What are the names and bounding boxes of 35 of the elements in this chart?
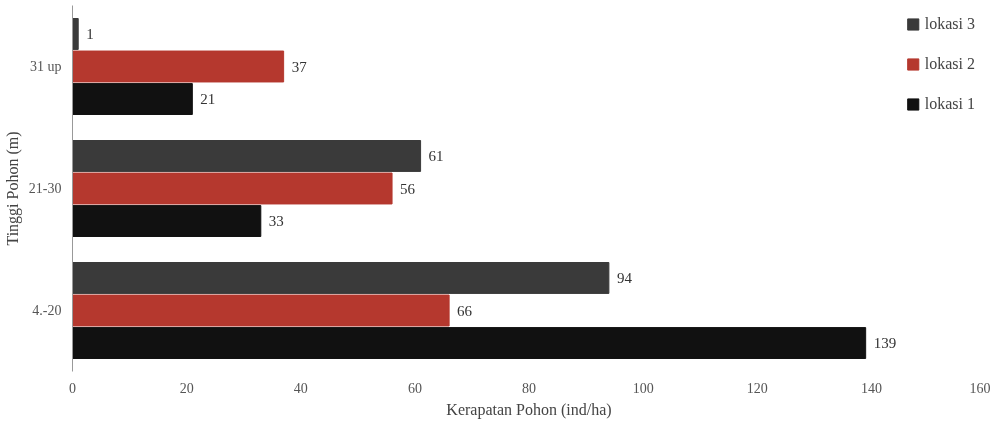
data-label: 37 <box>291 58 308 75</box>
bar <box>72 140 422 172</box>
bar <box>72 262 610 294</box>
bar <box>72 50 285 83</box>
y-tick-label: 31 up <box>30 59 62 74</box>
x-axis-title: Kerapatan Pohon (ind/ha) <box>446 400 612 419</box>
bar <box>72 327 867 359</box>
y-tick-label: 21-30 <box>28 181 62 196</box>
y-axis-title: Tinggi Pohon (m) <box>3 131 22 246</box>
bar <box>72 294 450 327</box>
bar <box>72 205 262 237</box>
x-tick-label: 140 <box>860 380 882 396</box>
x-tick-label: 160 <box>969 380 991 396</box>
x-tick-label: 40 <box>293 380 308 396</box>
y-tick-label: 4.-20 <box>32 303 62 318</box>
bar <box>72 172 393 205</box>
bar <box>72 18 79 50</box>
x-tick-label: 0 <box>69 380 76 396</box>
x-tick-label: 120 <box>746 380 768 396</box>
bar <box>72 83 193 115</box>
x-tick-label: 100 <box>632 380 654 396</box>
x-tick-label: 60 <box>407 380 422 396</box>
x-tick-label: 20 <box>179 380 194 396</box>
data-label: 61 <box>428 147 444 164</box>
x-tick-label: 80 <box>522 380 536 396</box>
data-label: 94 <box>616 269 633 286</box>
data-label: 33 <box>268 213 284 230</box>
data-label: 56 <box>400 180 416 197</box>
legend-label: lokasi 3 <box>924 15 975 33</box>
data-label: 66 <box>457 302 473 319</box>
data-label: 1 <box>86 25 94 42</box>
legend-label: lokasi 1 <box>924 95 975 113</box>
data-label: 21 <box>200 91 216 108</box>
data-label: 139 <box>873 335 897 352</box>
legend-label: lokasi 2 <box>924 55 975 73</box>
